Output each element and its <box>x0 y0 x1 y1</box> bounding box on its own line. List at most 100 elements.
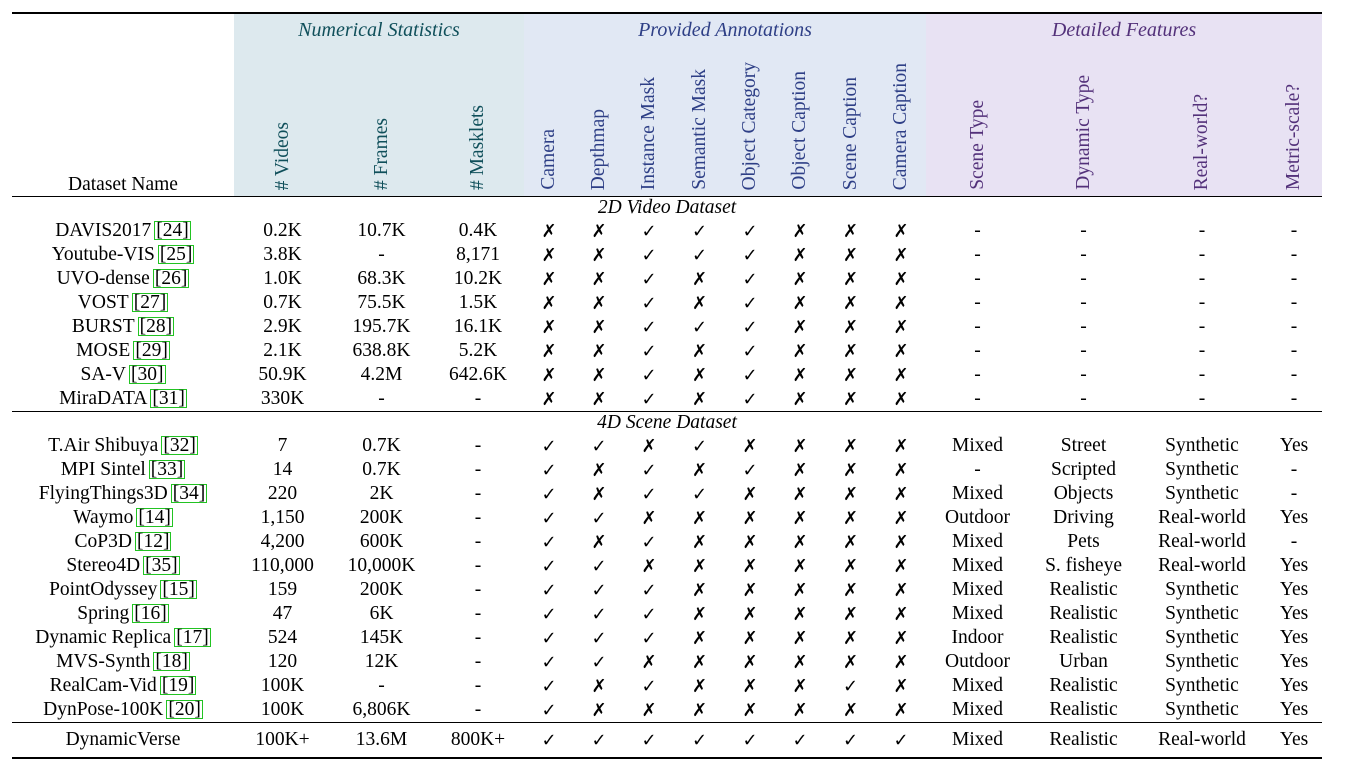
table-cell: ✓ <box>641 579 657 601</box>
table-cell: ✗ <box>792 268 808 290</box>
table-cell: ✗ <box>641 435 657 457</box>
table-cell: ✗ <box>893 507 909 529</box>
dataset-name-cell: DynPose-100K [20] <box>12 698 234 723</box>
citation-number: 31 <box>158 388 179 409</box>
table-cell: Yes <box>1279 507 1309 528</box>
table-cell: - <box>1080 244 1087 265</box>
table-cell: 10.2K <box>453 268 503 289</box>
table-cell: 0.7K <box>362 459 401 480</box>
table-row: PointOdyssey [15] 159 200K - ✓ ✓ ✓ ✗ ✗ ✗ ✗ ✗ Mixed Rea… <box>12 578 1322 602</box>
table-cell: ✗ <box>842 364 859 386</box>
table-cell: ✗ <box>842 435 859 457</box>
table-cell: ✓ <box>742 459 758 481</box>
table-body: 2D Video Dataset DAVIS2017 [24] 0.2K 10.7K 0.… <box>12 197 1323 759</box>
table-cell: ✗ <box>842 268 859 290</box>
table-cell: ✗ <box>691 603 708 625</box>
table-row: BURST [28] 2.9K 195.7K 16.1K ✗ ✗ ✓ ✓ ✓ ✗ ✗ ✗ - - - - <box>12 315 1322 339</box>
citation-number: 17 <box>182 627 203 648</box>
table-cell: ✗ <box>742 675 758 697</box>
table-cell: Yes <box>1279 627 1309 648</box>
table-cell: ✗ <box>842 388 859 410</box>
citation-link[interactable]: [25] <box>157 244 195 265</box>
dataset-name-cell: MiraDATA [31] <box>12 387 234 412</box>
table-cell: ✗ <box>541 220 557 242</box>
citation-link[interactable]: [15] <box>160 579 197 600</box>
table-cell: - <box>1198 244 1206 265</box>
citation-link[interactable]: [16] <box>132 603 169 624</box>
table-cell: Scripted <box>1051 459 1116 480</box>
table-cell: Urban <box>1059 651 1108 672</box>
table-cell: ✗ <box>691 579 708 601</box>
citation-link[interactable]: [27] <box>131 292 169 313</box>
table-row: DAVIS2017 [24] 0.2K 10.7K 0.4K ✗ ✗ ✓ ✓ ✓ ✗ ✗ ✗ - - - - <box>12 219 1322 243</box>
col-header-instance-mask: Instance Mask <box>624 46 674 197</box>
dataset-name: UVO-dense <box>56 268 150 289</box>
dataset-name-cell: Spring [16] <box>12 602 234 626</box>
dataset-name-cell: DynamicVerse <box>12 722 234 759</box>
table-cell: 0.2K <box>263 220 302 241</box>
citation-link[interactable]: [32] <box>161 435 198 456</box>
citation-link[interactable]: [28] <box>137 316 175 337</box>
citation-link[interactable]: [17] <box>174 627 211 648</box>
table-cell: 5.2K <box>458 340 498 361</box>
table-cell: - <box>474 651 482 672</box>
dataset-name-cell: VOST [27] <box>12 291 234 315</box>
table-cell: 330K <box>260 388 305 409</box>
group-numerical-statistics: Numerical Statistics <box>234 12 524 46</box>
table-cell: - <box>1080 340 1087 361</box>
table-cell: ✗ <box>893 699 909 721</box>
table-cell: ✗ <box>691 507 708 529</box>
table-cell: - <box>1290 292 1298 313</box>
table-cell: ✗ <box>842 483 859 505</box>
table-row: FlyingThings3D [34] 220 2K - ✓ ✗ ✓ ✓ ✗ ✗ ✗ ✗ Mixed Obj… <box>12 482 1322 506</box>
citation-number: 26 <box>161 268 181 289</box>
table-row: UVO-dense [26] 1.0K 68.3K 10.2K ✗ ✗ ✓ ✗ ✓ ✗ ✗ ✗ - - - - <box>12 267 1322 291</box>
table-cell: ✗ <box>842 627 859 649</box>
table-cell: - <box>474 603 482 624</box>
table-row: Stereo4D [35] 110,000 10,000K - ✓ ✓ ✗ ✗ ✗ ✗ ✗ ✗ Mixed… <box>12 554 1322 578</box>
citation-link[interactable]: [31] <box>150 388 187 409</box>
citation-link[interactable]: [29] <box>133 340 170 361</box>
table-cell: ✓ <box>574 722 624 759</box>
table-row: Spring [16] 47 6K - ✓ ✓ ✓ ✗ ✗ ✗ ✗ ✗ Mixed Realistic Syn… <box>12 602 1322 626</box>
dataset-name: CoP3D <box>74 531 132 552</box>
citation-link[interactable]: [33] <box>148 459 186 480</box>
citation-link[interactable]: [19] <box>159 675 197 696</box>
citation-link[interactable]: [12] <box>134 531 172 552</box>
citation-link[interactable]: [14] <box>136 507 173 528</box>
table-cell: 600K <box>359 531 404 552</box>
table-cell: 0.7K <box>362 435 401 456</box>
citation-number: 29 <box>141 340 162 361</box>
table-cell: 100K+ <box>234 722 331 759</box>
table-cell: ✓ <box>674 722 725 759</box>
citation-link[interactable]: [20] <box>166 699 203 720</box>
group-provided-annotations: Provided Annotations <box>524 12 927 46</box>
citation-link[interactable]: [26] <box>152 268 190 289</box>
group-header-blank <box>12 12 234 46</box>
table-cell: ✗ <box>641 555 657 577</box>
table-row: SA-V [30] 50.9K 4.2M 642.6K ✗ ✗ ✓ ✗ ✓ ✗ ✗ ✗ - - - - <box>12 363 1322 387</box>
table-cell: 2K <box>369 483 394 504</box>
table-cell: 3.8K <box>263 244 302 265</box>
table-cell: 100K <box>260 699 305 720</box>
citation-link[interactable]: [30] <box>129 364 166 385</box>
table-cell: ✗ <box>893 268 909 290</box>
table-cell: - <box>1198 364 1206 385</box>
col-header-real-world: Real-world? <box>1138 46 1267 197</box>
table-cell: ✗ <box>792 364 808 386</box>
citation-number: 27 <box>140 292 160 313</box>
table-cell: ✗ <box>742 603 758 625</box>
table-cell: ✗ <box>893 364 909 386</box>
citation-link[interactable]: [24] <box>154 220 191 241</box>
table-cell: ✗ <box>792 316 808 338</box>
dataset-name-cell: PointOdyssey [15] <box>12 578 234 602</box>
table-cell: ✓ <box>691 435 708 457</box>
table-cell: ✗ <box>842 220 859 242</box>
citation-link[interactable]: [18] <box>153 651 190 672</box>
citation-link[interactable]: [34] <box>170 483 208 504</box>
table-cell: ✓ <box>876 722 927 759</box>
citation-link[interactable]: [35] <box>143 555 180 576</box>
table-cell: Street <box>1060 435 1107 456</box>
table-cell: Real-world <box>1158 555 1246 576</box>
table-cell: ✗ <box>591 459 607 481</box>
